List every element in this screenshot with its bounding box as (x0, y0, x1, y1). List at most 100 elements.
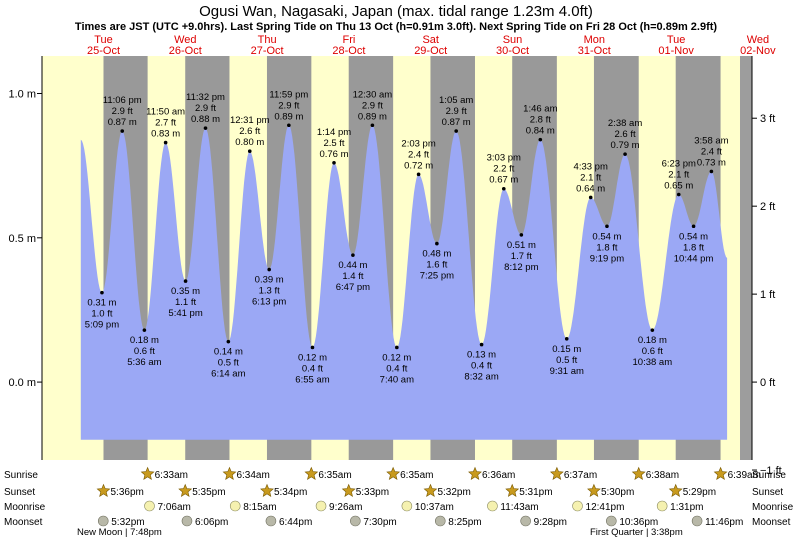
tide-time: 5:41 pm (168, 308, 202, 319)
tide-label-low: 0.51 m1.7 ft8:12 pm (504, 240, 538, 273)
moonrise-icon (656, 500, 668, 512)
tide-point (435, 241, 439, 246)
moonset-icon (606, 515, 617, 527)
day-date: 02-Nov (740, 45, 776, 57)
tide-height-ft: 2.9 ft (362, 100, 383, 111)
tide-height-ft: 0.6 ft (642, 346, 663, 357)
day-name: Wed (747, 34, 769, 46)
sunrise-time: 6:37am (564, 470, 597, 481)
day-name: Tue (667, 34, 686, 46)
sunset-time: 5:34pm (274, 487, 307, 498)
tide-height-ft: 2.7 ft (155, 118, 176, 129)
tide-label-high: 1:14 pm2.5 ft0.76 m (317, 127, 351, 160)
row-label-right: Sunrise (752, 470, 786, 481)
moonrise-icon (401, 500, 413, 512)
tide-label-low: 0.12 m0.4 ft7:40 am (380, 352, 414, 385)
tide-height-m: 0.15 m (552, 344, 581, 355)
tide-height-ft: 2.9 ft (446, 106, 467, 117)
sunset-time: 5:30pm (601, 487, 634, 498)
tide-height-ft: 1.6 ft (426, 260, 447, 271)
right-tick-label: −1 ft (760, 465, 782, 477)
row-label-left: Sunset (4, 487, 35, 498)
tide-height-m: 0.67 m (489, 175, 518, 186)
tide-time: 8:32 am (464, 372, 498, 383)
tide-label-low: 0.35 m1.1 ft5:41 pm (168, 286, 202, 319)
tide-height-ft: 2.6 ft (239, 126, 260, 137)
tide-height-m: 0.44 m (338, 260, 367, 271)
sunset-icon (668, 483, 683, 497)
moonset-icon (520, 515, 531, 527)
tide-height-m: 0.12 m (298, 352, 327, 363)
tide-area (80, 125, 728, 440)
tide-label-high: 11:59 pm2.9 ft0.89 m (269, 89, 308, 122)
moon-phase-new: New Moon | 7:48pm (77, 527, 162, 538)
tide-height-m: 0.14 m (214, 347, 243, 358)
moonrise-time: 7:06am (157, 502, 190, 513)
tide-label-high: 12:30 am2.9 ft0.89 m (353, 89, 393, 122)
tide-point (120, 129, 125, 133)
moonset-time: 9:28pm (534, 517, 567, 528)
tide-time: 6:13 pm (252, 297, 286, 308)
moonset-time: 5:32pm (111, 517, 144, 528)
tide-height-ft: 0.6 ft (134, 346, 155, 357)
tide-height-ft: 2.2 ft (493, 164, 514, 175)
day-name: Thu (258, 34, 277, 46)
row-label-left: Sunrise (4, 470, 38, 481)
tide-point (623, 152, 627, 156)
tide-label-low: 0.54 m1.8 ft9:19 pm (590, 231, 624, 264)
tide-point (226, 339, 231, 344)
tide-point (163, 140, 168, 145)
tide-label-high: 6:23 pm2.1 ft0.65 m (662, 159, 696, 192)
tide-time: 1:05 am (439, 95, 473, 106)
tide-label-low: 0.14 m0.5 ft6:14 am (211, 347, 245, 380)
astro-table: Sunrise Sunrise Sunset Sunset Moonrise Moonri… (4, 466, 793, 538)
tide-time: 3:03 pm (487, 153, 521, 164)
tide-time: 9:31 am (550, 366, 584, 377)
sunset-time: 5:36pm (110, 487, 143, 498)
sunrise-icon (386, 466, 401, 480)
tide-height-m: 0.35 m (171, 286, 200, 297)
tide-height-m: 0.64 m (576, 183, 605, 194)
chart-title: Ogusi Wan, Nagasaki, Japan (max. tidal r… (199, 3, 593, 20)
right-tick-label: 0 ft (760, 377, 775, 389)
left-tick-label: 0.5 m (8, 233, 36, 245)
tide-time: 10:44 pm (674, 253, 714, 264)
tide-height-m: 0.89 m (274, 111, 303, 122)
moonset-icon (181, 515, 193, 527)
tide-label-low: 0.13 m0.4 ft8:32 am (464, 350, 498, 383)
tide-height-ft: 0.4 ft (386, 363, 407, 374)
tide-height-ft: 2.1 ft (668, 170, 689, 181)
tide-point (370, 123, 375, 128)
tide-height-ft: 1.4 ft (342, 271, 363, 282)
moonrise-icon (487, 500, 498, 512)
sunset-icon (587, 483, 601, 497)
sunrise-time: 6:35am (318, 470, 351, 481)
sunrise-icon (468, 466, 482, 480)
tide-time: 12:31 pm (230, 115, 270, 126)
sunset-time: 5:29pm (683, 487, 716, 498)
sunrise-time: 6:39am (728, 470, 761, 481)
sunrise-icon (304, 466, 319, 480)
tide-point (650, 328, 655, 332)
tide-point (416, 172, 421, 177)
tide-time: 11:06 pm (103, 95, 142, 106)
tide-label-high: 3:58 am2.4 ft0.73 m (694, 135, 728, 168)
tide-point (203, 126, 208, 130)
tide-height-ft: 2.9 ft (112, 106, 133, 117)
tide-height-m: 0.13 m (467, 350, 496, 361)
sunrise-icon (549, 466, 564, 480)
tide-label-high: 11:32 pm2.9 ft0.88 m (186, 92, 225, 125)
tide-point (142, 328, 147, 332)
tide-height-m: 0.79 m (611, 140, 640, 151)
moonset-icon (265, 515, 277, 527)
moon-phase-first-quarter: First Quarter | 3:38pm (590, 527, 683, 538)
tide-point (588, 195, 593, 200)
right-edge-band (740, 56, 752, 460)
day-name: Sun (503, 34, 523, 46)
tide-height-m: 0.54 m (679, 231, 708, 242)
tide-label-low: 0.18 m0.6 ft5:36 am (127, 335, 161, 368)
tide-height-ft: 2.8 ft (530, 115, 551, 126)
